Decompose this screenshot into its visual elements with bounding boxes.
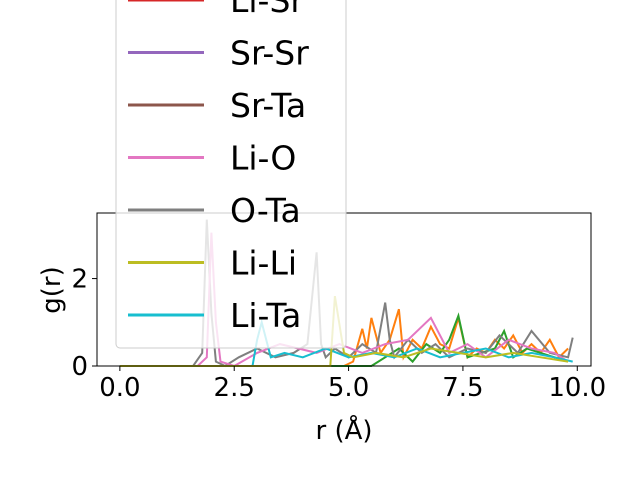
legend: Li-Sr Sr-Sr Sr-Ta Li-O O-Ta Li-Li Li-Ta <box>115 0 347 349</box>
x-axis-label: r (Å) <box>315 414 372 446</box>
y-tick-label: 2 <box>71 265 88 295</box>
series-line-1 <box>119 312 569 367</box>
x-tick-label: 10.0 <box>548 373 606 403</box>
legend-entry-label: Li-Li <box>230 244 297 283</box>
axis-ticks: 0.0 2.5 5.0 7.5 10.0 0 2 <box>71 265 606 403</box>
y-axis-label: g(r) <box>37 266 67 313</box>
legend-entry-label: Li-Sr <box>230 0 304 20</box>
legend-entry-label: Li-Ta <box>230 296 301 335</box>
legend-box <box>115 0 347 349</box>
x-tick-label: 0.0 <box>99 373 140 403</box>
legend-entry-label: Sr-Sr <box>230 34 309 73</box>
legend-entry-label: Sr-Ta <box>230 86 306 125</box>
y-tick-label: 0 <box>71 352 88 382</box>
x-tick-label: 2.5 <box>214 373 255 403</box>
legend-entry-label: O-Ta <box>230 191 301 230</box>
legend-entry-label: Li-O <box>230 139 296 178</box>
x-tick-label: 5.0 <box>328 373 369 403</box>
x-tick-label: 7.5 <box>442 373 483 403</box>
